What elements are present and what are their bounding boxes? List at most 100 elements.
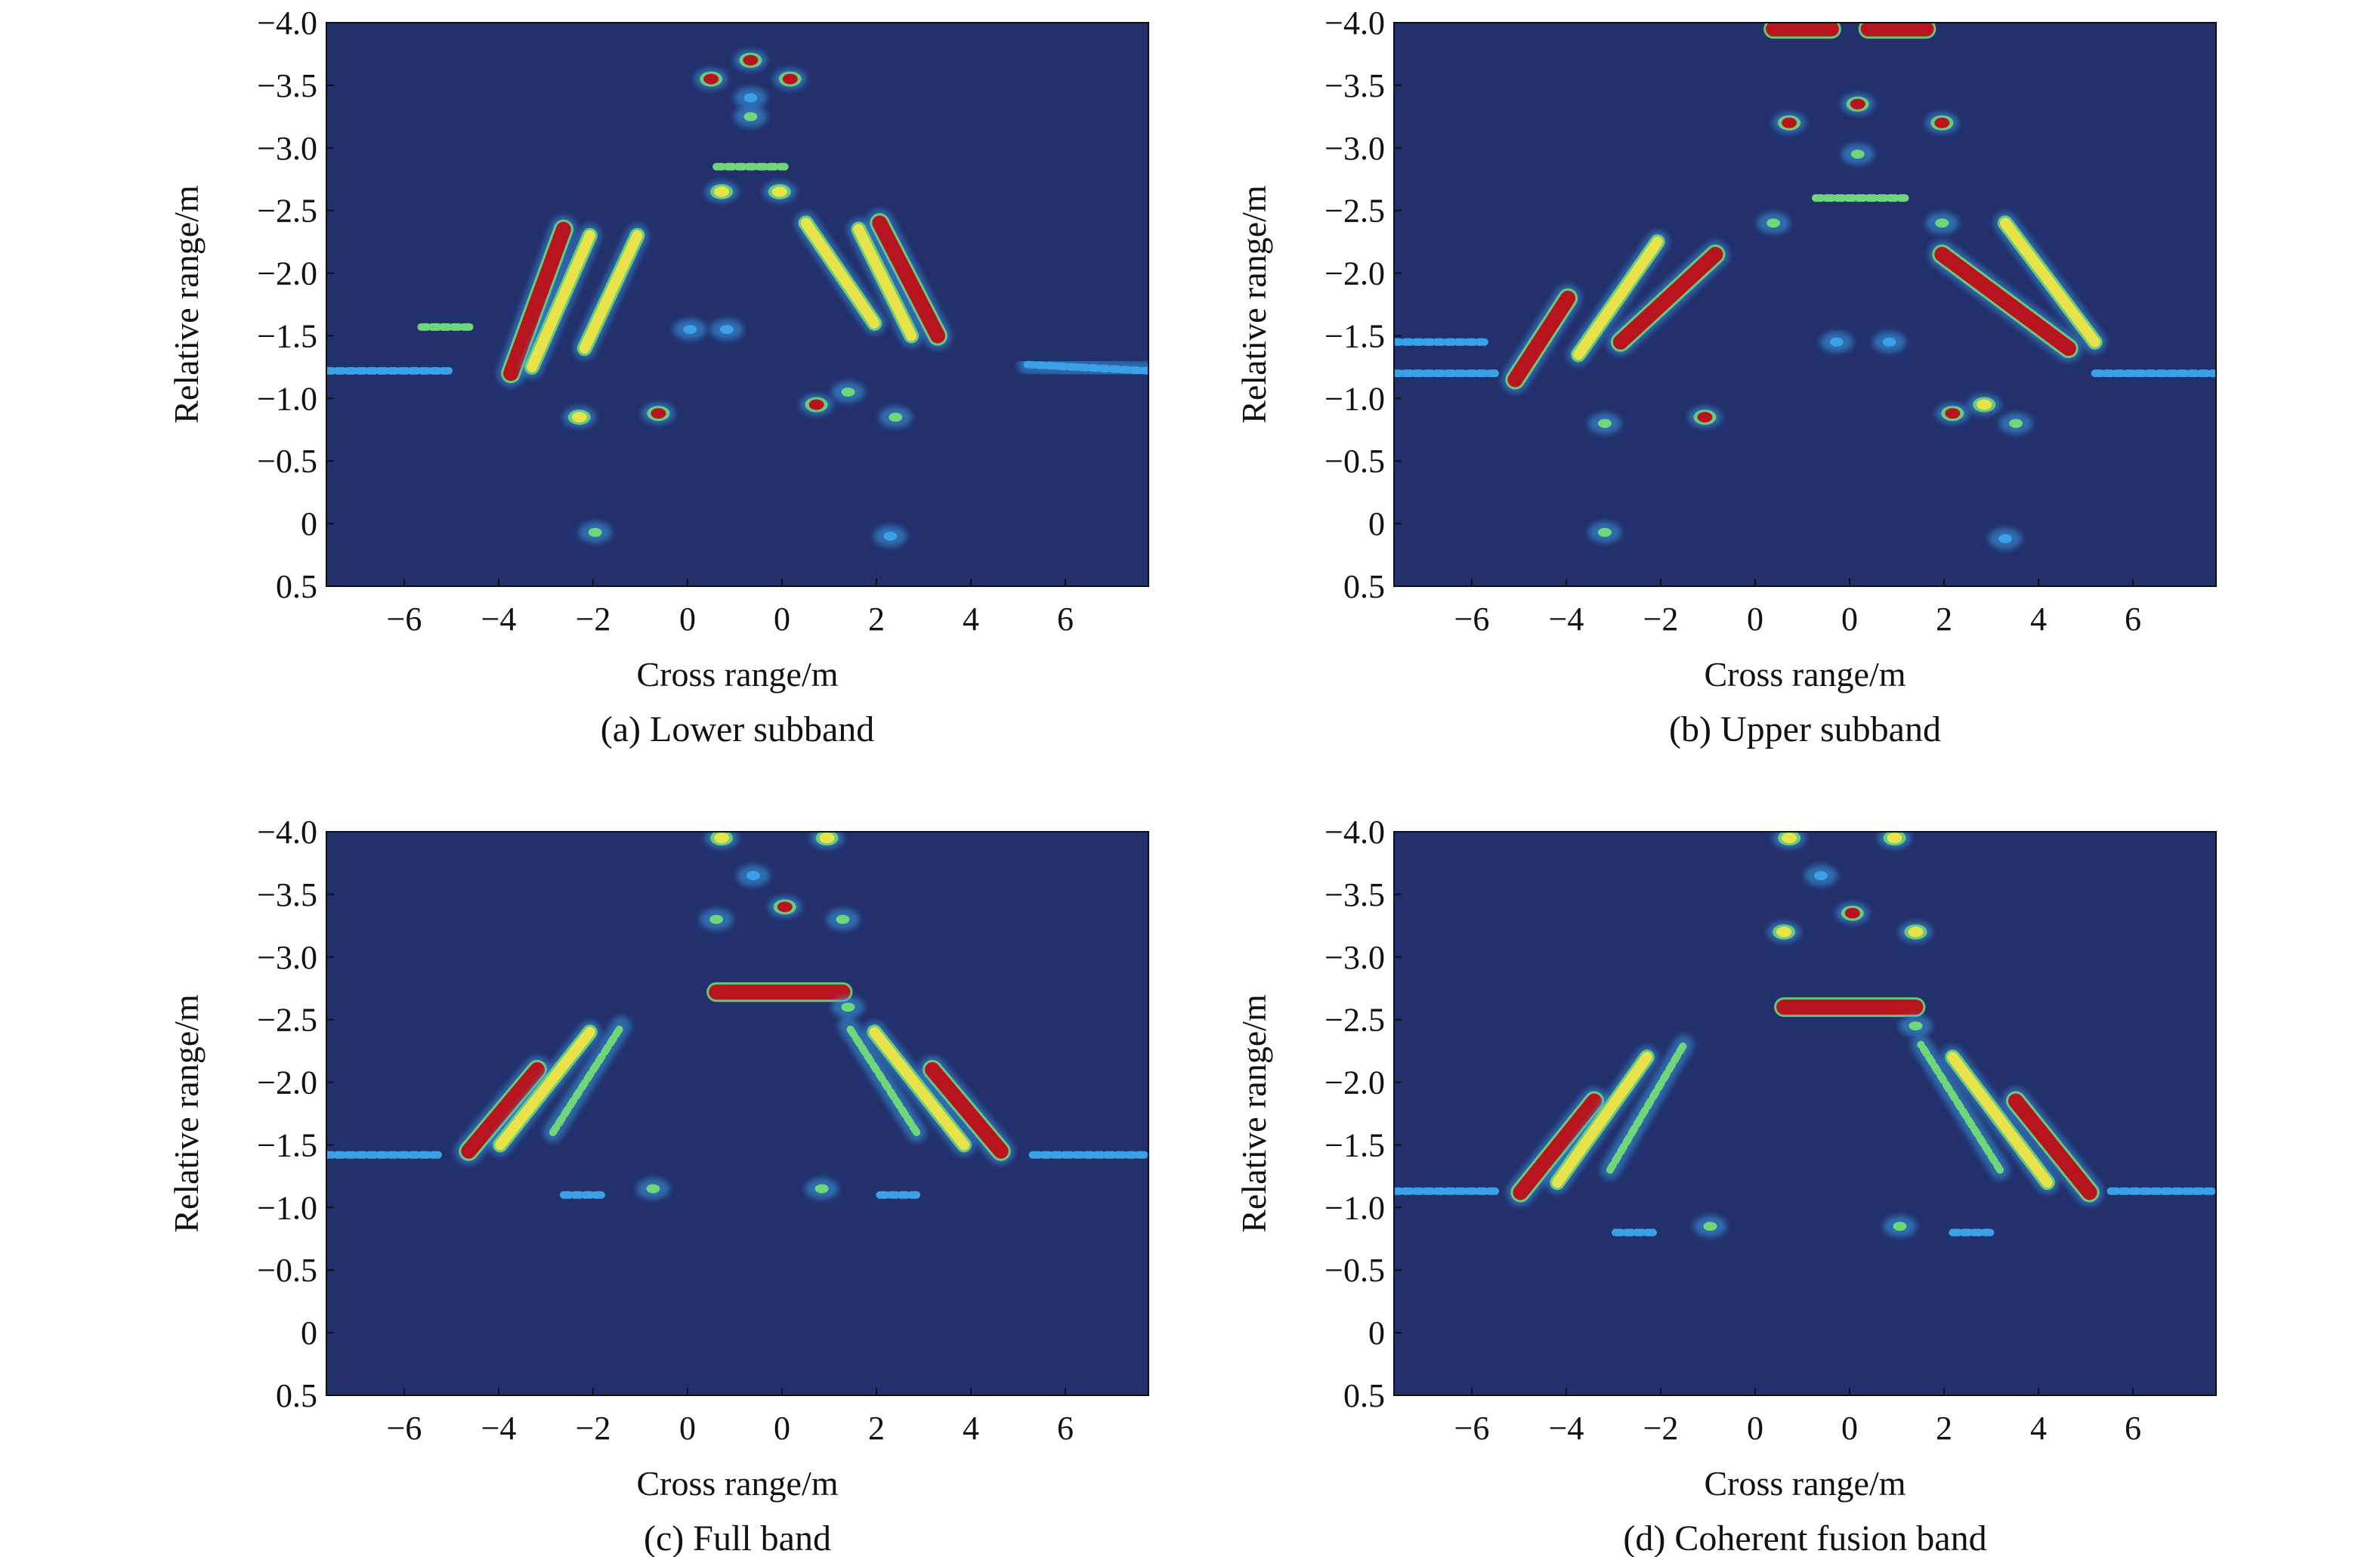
panel-caption: (b) Upper subband [1669, 709, 1941, 749]
y-tick-label: −0.5 [257, 1252, 317, 1289]
y-tick-label: −0.5 [1324, 443, 1385, 480]
heatmap-blob [777, 901, 793, 913]
y-tick-label: 0 [1368, 505, 1385, 542]
heatmap-blob [720, 325, 734, 335]
heatmap-blob [743, 112, 758, 122]
x-axis-label: Cross range/m [1704, 1464, 1906, 1503]
heatmap-blob [1850, 150, 1865, 159]
heatmap-blob [1703, 1222, 1717, 1231]
x-tick-label: −2 [1643, 601, 1679, 638]
heatmap-blob [1893, 1222, 1907, 1231]
heatmap-streak [549, 1021, 626, 1136]
heatmap-streak [1573, 236, 1663, 360]
y-tick-label: −3.5 [1324, 876, 1385, 913]
heatmap-background [1394, 23, 2216, 586]
heatmap-blob [1813, 871, 1828, 881]
heatmap-streak [1552, 1052, 1652, 1188]
heatmap-blob [841, 1002, 855, 1012]
x-tick-label: 0 [1841, 601, 1858, 638]
heatmap-features [326, 49, 1148, 547]
x-tick-label: 0 [679, 601, 696, 638]
heatmap-blob [714, 186, 730, 197]
y-tick-label: −1.5 [257, 317, 317, 354]
x-tick-label: 6 [2125, 601, 2141, 638]
y-tick-label: 0 [301, 1314, 317, 1352]
y-tick-label: −4.0 [1324, 5, 1385, 42]
heatmap-blob [1935, 218, 1949, 228]
heatmap-blob [1977, 399, 1992, 410]
x-tick-label: 4 [963, 601, 979, 638]
heatmap-streak [579, 230, 643, 354]
x-tick-label: 0 [1747, 601, 1763, 638]
x-tick-label: −2 [576, 1410, 611, 1447]
heatmap-streak [1023, 360, 1148, 375]
heatmap-blob [1998, 534, 2013, 544]
heatmap-streak [1513, 1093, 1603, 1200]
heatmap-blob [771, 186, 787, 197]
y-axis-label: Relative range/m [1235, 994, 1273, 1233]
heatmap-blob [1697, 412, 1713, 423]
heatmap-blob [714, 833, 730, 844]
heatmap-blob [1597, 419, 1612, 428]
heatmap-features [326, 832, 1148, 1205]
y-tick-label: −3.5 [257, 67, 317, 104]
x-tick-label: −4 [1549, 601, 1584, 638]
heatmap-background [326, 23, 1148, 586]
x-tick-label: 0 [774, 1410, 790, 1447]
y-axis-label: Relative range/m [167, 994, 206, 1233]
y-tick-label: −3.5 [1324, 67, 1385, 104]
x-tick-label: 6 [1057, 601, 1074, 638]
x-tick-label: 0 [774, 601, 790, 638]
y-tick-label: −2.5 [257, 193, 317, 230]
plot-frame [1393, 22, 2217, 587]
plot-frame [326, 22, 1149, 587]
heatmap-streak [925, 1061, 1009, 1159]
heatmap-blob [746, 871, 760, 881]
x-tick-label: 6 [1057, 1410, 1074, 1447]
heatmap-streak [1947, 1052, 2053, 1188]
y-tick-label: −2.5 [1324, 193, 1385, 230]
heatmap-blob [1934, 117, 1950, 128]
x-tick-label: 2 [1936, 601, 1952, 638]
y-tick-label: −3.0 [257, 130, 317, 167]
panel-d: −4.0 −3.5 −3.0 −2.5 −2.0 −1.5 −1.0 −0.5 0 0.5 −6 −4… [1235, 814, 2217, 1557]
y-tick-label: 0.5 [276, 568, 317, 605]
y-tick-label: −0.5 [1324, 1252, 1385, 1289]
heatmap-streak [1507, 290, 1576, 388]
x-tick-label: −6 [387, 601, 422, 638]
heatmap-streak [527, 230, 595, 372]
y-tick-label: −2.0 [1324, 255, 1385, 292]
y-tick-label: −4.0 [257, 814, 317, 851]
heatmap-blob [743, 54, 759, 66]
y-axis-label: Relative range/m [1235, 185, 1273, 424]
heatmap-blob [588, 527, 602, 537]
heatmap-streak [853, 224, 917, 341]
heatmap-blob [1829, 337, 1844, 347]
panel-b: −4.0 −3.5 −3.0 −2.5 −2.0 −1.5 −1.0 −0.5 0 0.5 −6 −4… [1235, 5, 2217, 749]
x-tick-label: −4 [481, 601, 517, 638]
x-tick-label: −4 [481, 1410, 517, 1447]
y-tick-label: −2.5 [257, 1002, 317, 1039]
heatmap-streak [1917, 1040, 2004, 1174]
heatmap-streak [1612, 246, 1723, 350]
x-tick-label: 0 [1747, 1410, 1763, 1447]
heatmap-blob [808, 399, 824, 410]
heatmap-blob [1908, 926, 1924, 938]
heatmap-blob [841, 388, 855, 397]
heatmap-blob [1887, 833, 1902, 844]
y-axis-label: Relative range/m [167, 185, 206, 424]
y-tick-label: −4.0 [257, 5, 317, 42]
heatmap-blob [651, 408, 666, 419]
heatmap-blob [889, 412, 903, 422]
heatmap-blob [883, 531, 898, 541]
heatmap-blob [743, 93, 758, 103]
panel-caption: (d) Coherent fusion band [1623, 1518, 1986, 1557]
y-tick-label: 0.5 [276, 1377, 317, 1414]
heatmap-blob [2008, 419, 2023, 428]
heatmap-blob [1782, 833, 1797, 844]
heatmap-streak [800, 218, 880, 329]
y-tick-label: 0 [1368, 1314, 1385, 1352]
heatmap-blob [1909, 1021, 1923, 1030]
heatmap-streak [1934, 246, 2076, 357]
